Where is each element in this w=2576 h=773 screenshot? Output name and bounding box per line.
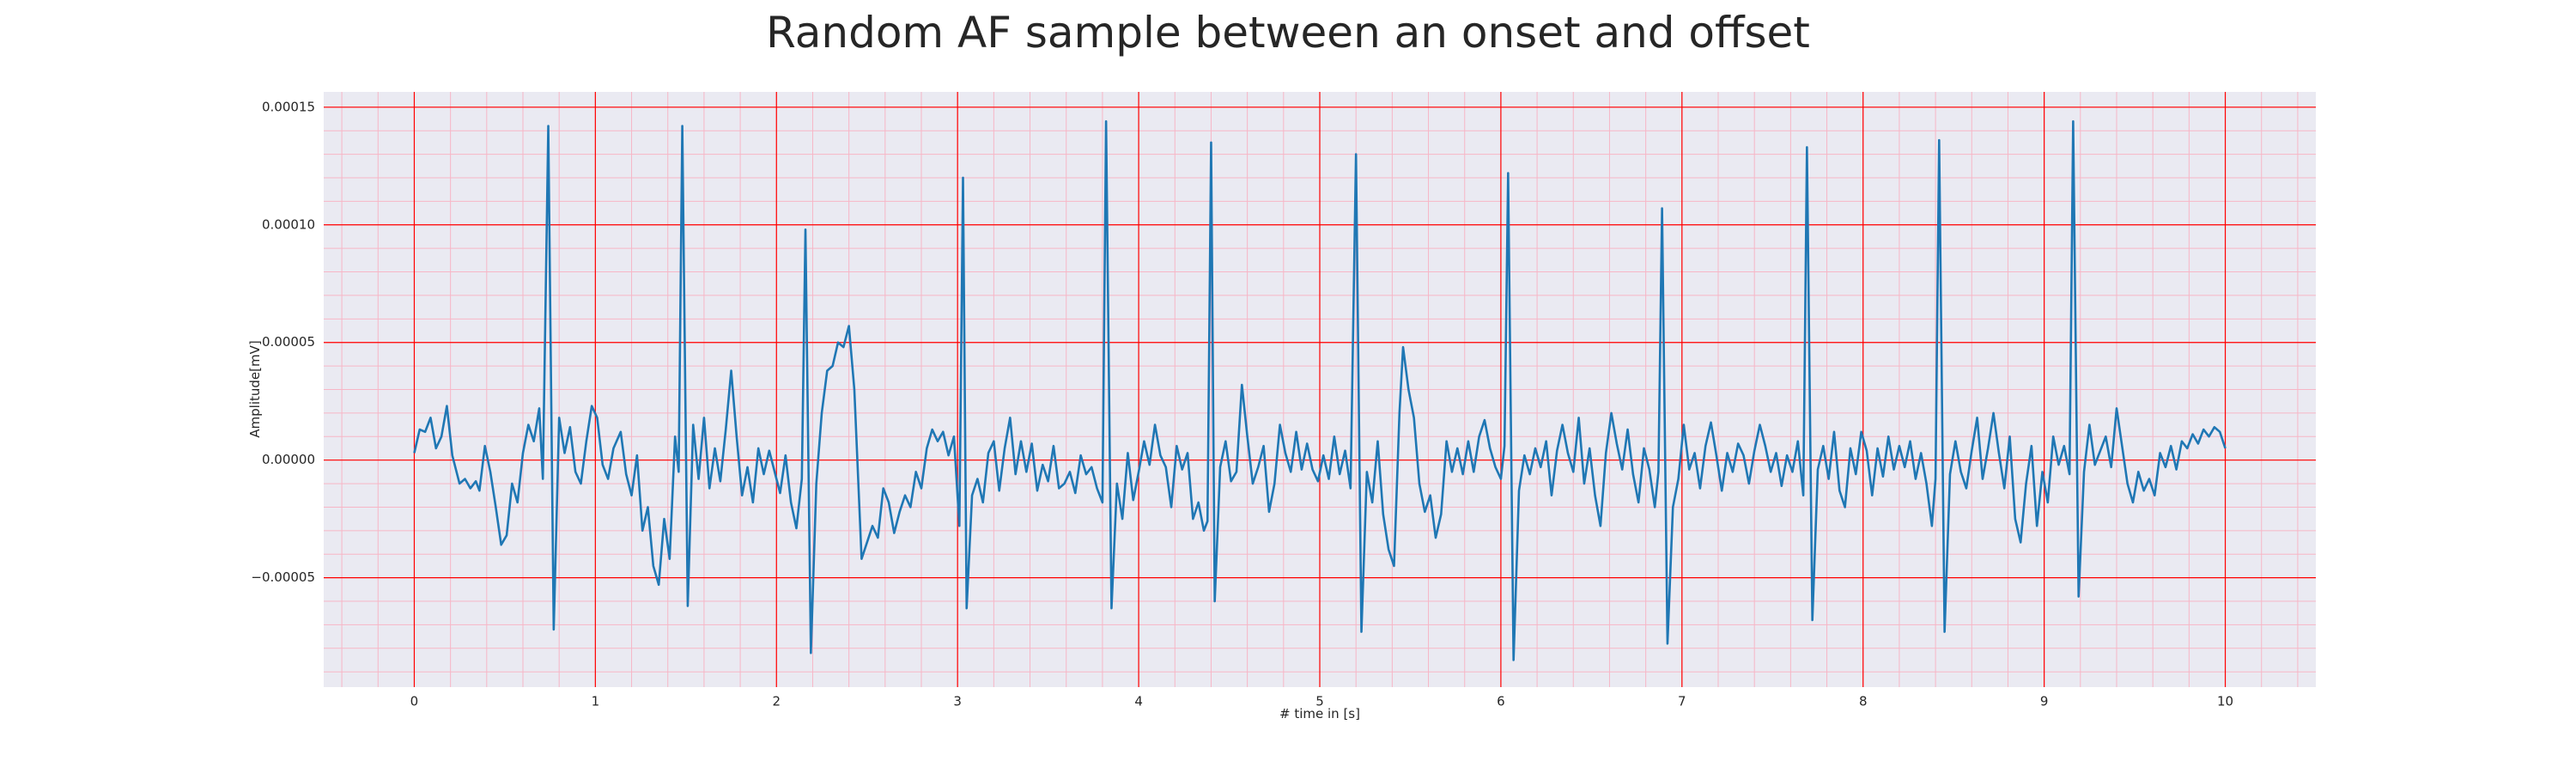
x-axis-label: # time in [s] [1279, 706, 1360, 721]
x-tick-label: 9 [2040, 694, 2049, 709]
x-tick-label: 3 [953, 694, 962, 709]
y-tick-label: 0.00015 [262, 99, 315, 114]
y-axis-label: Amplitude[mV] [247, 340, 263, 437]
y-tick-label: 0.00005 [262, 334, 315, 350]
x-tick-label: 6 [1497, 694, 1505, 709]
data-line [413, 119, 2227, 661]
y-tick-label: 0.00000 [262, 452, 315, 467]
grid [324, 92, 2316, 687]
x-tick-label: 0 [410, 694, 419, 709]
x-tick-label: 1 [592, 694, 600, 709]
chart-title: Random AF sample between an onset and of… [766, 8, 1810, 58]
labels: 0 1 2 3 4 5 6 7 8 9 10 −0.00005 0.00000 0.00005 0.0001… [251, 99, 2233, 709]
x-tick-label: 2 [772, 694, 781, 709]
series [413, 119, 2227, 661]
x-tick-label: 4 [1134, 694, 1143, 709]
y-tick-label: 0.00010 [262, 216, 315, 232]
x-tick-label: 10 [2217, 694, 2233, 709]
x-tick-label: 5 [1315, 694, 1324, 709]
x-tick-label: 8 [1859, 694, 1868, 709]
x-tick-label: 7 [1678, 694, 1686, 709]
y-tick-label: −0.00005 [251, 569, 315, 585]
